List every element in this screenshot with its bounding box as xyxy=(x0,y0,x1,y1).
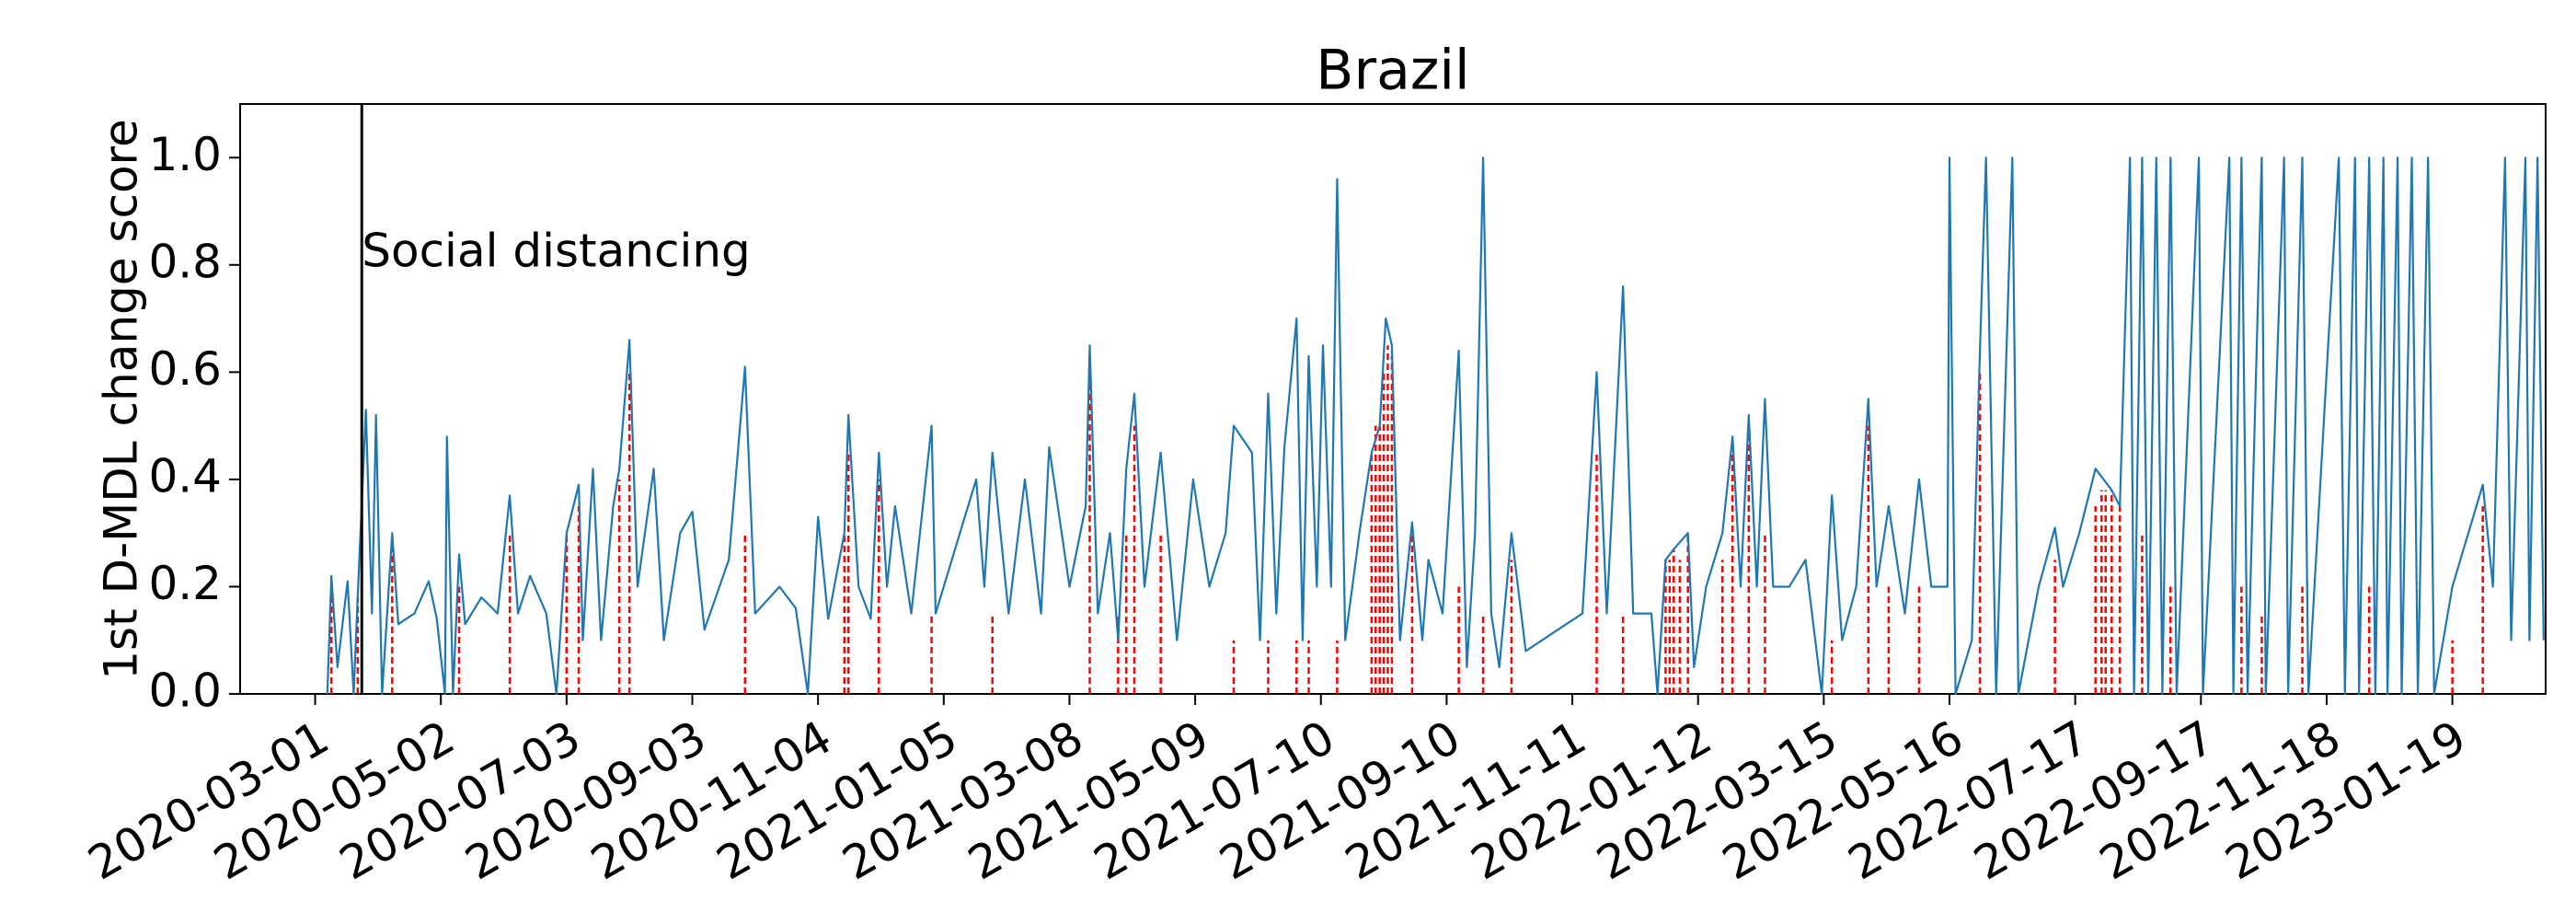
y-tick-label: 0.4 xyxy=(148,449,222,502)
event-label: Social distancing xyxy=(362,225,751,278)
y-tick-label: 0.6 xyxy=(148,342,222,396)
y-tick-label: 0.8 xyxy=(148,235,222,288)
y-tick-label: 1.0 xyxy=(148,128,222,181)
y-axis-label: 1st D-MDL change score xyxy=(95,119,148,680)
y-tick-label: 0.0 xyxy=(148,664,222,718)
y-tick-label: 0.2 xyxy=(148,557,222,610)
chart-title: Brazil xyxy=(1316,39,1469,103)
series-line xyxy=(326,156,2545,696)
